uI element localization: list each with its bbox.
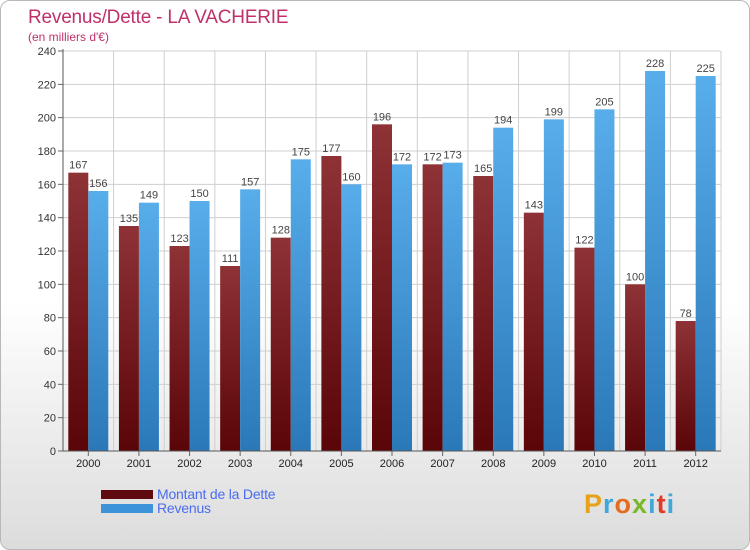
- x-tick-label: 2001: [127, 458, 151, 470]
- y-tick-label: 180: [38, 146, 56, 158]
- data-label-dette: 143: [525, 200, 543, 212]
- brand-letter: t: [656, 489, 667, 519]
- data-label-revenus: 228: [646, 58, 664, 70]
- data-label-revenus: 150: [190, 188, 208, 200]
- x-tick-label: 2000: [76, 458, 100, 470]
- bar-revenus: [341, 184, 362, 452]
- y-tick-label: 200: [38, 113, 56, 125]
- data-label-revenus: 157: [241, 176, 259, 188]
- legend-item-revenus: Revenus: [101, 500, 275, 516]
- data-label-dette: 78: [680, 308, 692, 320]
- data-label-revenus: 173: [443, 150, 461, 162]
- x-tick-label: 2010: [582, 458, 606, 470]
- y-tick-label: 160: [38, 179, 56, 191]
- y-tick-label: 20: [44, 413, 56, 425]
- x-tick-label: 2012: [683, 458, 707, 470]
- bar-dette: [675, 321, 696, 451]
- data-label-dette: 172: [423, 151, 441, 163]
- x-tick-label: 2005: [329, 458, 353, 470]
- x-tick-label: 2011: [633, 458, 657, 470]
- data-label-revenus: 194: [494, 115, 512, 127]
- bar-revenus: [189, 201, 210, 451]
- data-label-dette: 111: [222, 253, 239, 265]
- y-tick-label: 60: [44, 346, 56, 358]
- legend-swatch-dette: [101, 489, 153, 499]
- data-label-dette: 165: [474, 163, 492, 175]
- legend-swatch-revenus: [101, 503, 153, 513]
- bar-dette: [574, 247, 595, 451]
- bar-revenus: [88, 191, 109, 451]
- data-label-revenus: 225: [697, 63, 715, 75]
- bar-revenus: [695, 76, 716, 451]
- proxiti-logo: Proxiti: [584, 489, 675, 520]
- chart-subtitle: (en milliers d'€): [28, 30, 109, 44]
- bar-revenus: [442, 162, 463, 451]
- bar-revenus: [594, 109, 615, 451]
- bar-dette: [473, 176, 494, 451]
- bar-dette: [118, 226, 139, 451]
- brand-letter: x: [632, 489, 649, 519]
- bar-revenus: [240, 189, 261, 452]
- y-tick-label: 120: [38, 246, 56, 258]
- data-label-dette: 135: [120, 213, 138, 225]
- y-tick-label: 100: [38, 279, 56, 291]
- brand-letter: o: [614, 489, 633, 519]
- data-label-revenus: 199: [545, 106, 563, 118]
- bar-dette: [422, 164, 443, 452]
- x-tick-label: 2003: [228, 458, 252, 470]
- x-tick-label: 2009: [532, 458, 556, 470]
- brand-letter: i: [648, 489, 657, 519]
- data-label-dette: 122: [575, 235, 593, 247]
- data-label-revenus: 205: [595, 96, 613, 108]
- data-label-dette: 100: [626, 271, 644, 283]
- bar-dette: [321, 156, 342, 451]
- data-label-revenus: 160: [342, 171, 360, 183]
- y-tick-label: 40: [44, 379, 56, 391]
- data-label-dette: 128: [272, 225, 290, 237]
- brand-letter: r: [603, 489, 615, 519]
- legend-label-revenus: Revenus: [157, 500, 211, 516]
- x-tick-label: 2002: [177, 458, 201, 470]
- bar-dette: [372, 124, 392, 451]
- y-tick-label: 80: [44, 313, 56, 325]
- bar-dette: [220, 266, 241, 451]
- brand-letter: i: [666, 489, 676, 519]
- y-tick-label: 240: [38, 46, 56, 58]
- bar-revenus: [543, 119, 564, 451]
- data-label-revenus: 149: [140, 190, 158, 202]
- bar-revenus: [392, 164, 412, 452]
- x-tick-label: 2006: [380, 458, 404, 470]
- data-label-revenus: 172: [393, 151, 411, 163]
- bar-revenus: [290, 159, 311, 452]
- bar-revenus: [645, 71, 666, 451]
- legend: Montant de la Dette Revenus: [101, 486, 276, 516]
- data-label-dette: 167: [69, 160, 87, 172]
- bar-revenus: [493, 127, 514, 452]
- data-label-dette: 196: [373, 111, 391, 123]
- data-label-dette: 123: [170, 233, 188, 245]
- legend-item-dette: Montant de la Dette: [101, 486, 276, 502]
- brand-letter: P: [584, 489, 604, 519]
- bar-dette: [625, 284, 646, 451]
- data-label-revenus: 156: [89, 178, 107, 190]
- y-tick-label: 220: [38, 79, 56, 91]
- bar-dette: [68, 172, 89, 451]
- data-label-dette: 177: [322, 143, 340, 155]
- bar-revenus: [138, 202, 159, 451]
- legend-label-dette: Montant de la Dette: [157, 486, 276, 502]
- bar-dette: [523, 212, 544, 451]
- bar-dette: [169, 246, 190, 451]
- x-tick-label: 2008: [481, 458, 505, 470]
- data-label-revenus: 175: [292, 146, 310, 158]
- y-tick-label: 0: [50, 446, 56, 458]
- x-tick-label: 2004: [279, 458, 303, 470]
- chart-title: Revenus/Dette - LA VACHERIE: [28, 7, 289, 28]
- x-tick-label: 2007: [430, 458, 454, 470]
- y-tick-label: 140: [38, 213, 56, 225]
- bar-dette: [270, 237, 291, 451]
